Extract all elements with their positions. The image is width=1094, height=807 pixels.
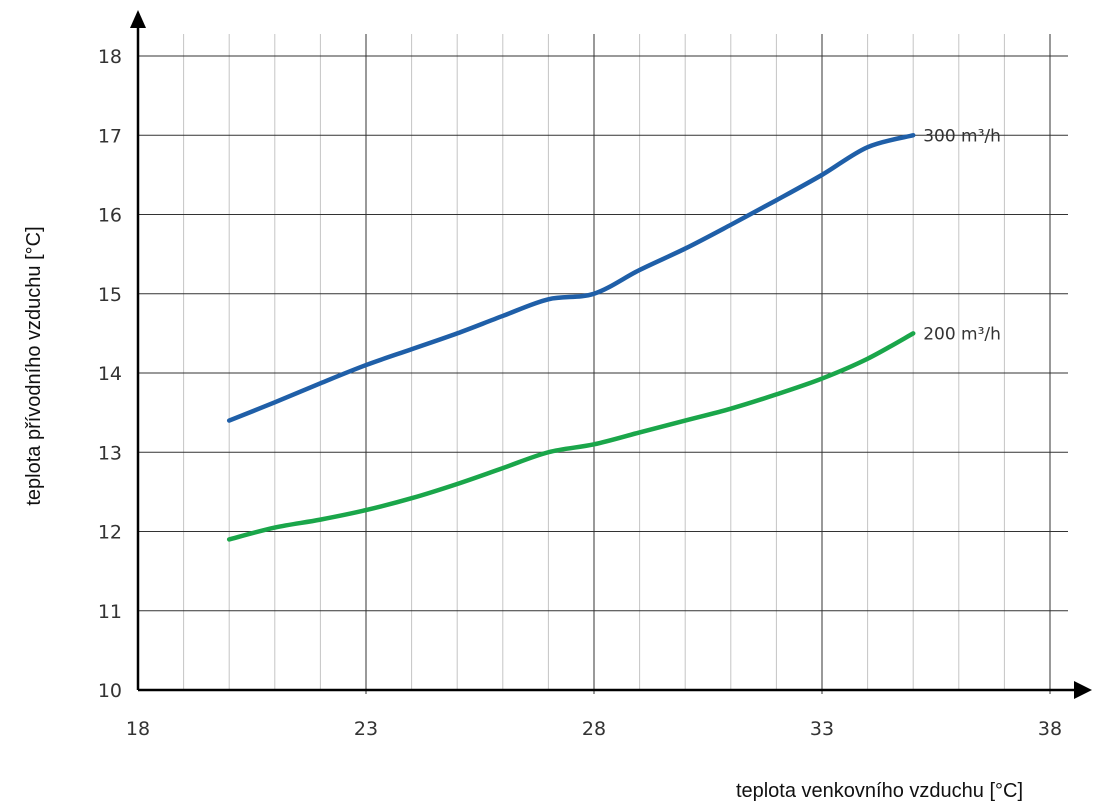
x-tick-label: 28 — [582, 718, 606, 740]
x-axis-title: teplota venkovního vzduchu [°C] — [736, 780, 1023, 802]
x-tick-label: 33 — [810, 718, 834, 740]
y-tick-label: 10 — [98, 680, 122, 702]
x-tick-label: 18 — [126, 718, 150, 740]
x-tick-label: 23 — [354, 718, 378, 740]
y-axis-arrow — [130, 10, 146, 28]
tick-labels: 18 23 28 33 38 10 11 12 13 14 15 16 17 18 — [98, 46, 1062, 740]
series-label-0: 300 m³/h — [923, 126, 1001, 146]
series-line-0 — [226, 133, 916, 423]
x-tick-label: 38 — [1038, 718, 1062, 740]
y-tick-label: 13 — [98, 442, 122, 464]
series-labels: 300 m³/h 200 m³/h — [923, 126, 1001, 344]
y-tick-label: 11 — [98, 601, 122, 623]
y-tick-label: 17 — [98, 125, 122, 147]
grid — [138, 34, 1068, 694]
y-tick-label: 15 — [98, 284, 122, 306]
series-lines — [226, 133, 916, 542]
series-label-1: 200 m³/h — [923, 324, 1001, 344]
y-tick-label: 18 — [98, 46, 122, 68]
y-tick-label: 12 — [98, 522, 122, 544]
series-line-1 — [226, 331, 916, 542]
y-axis-title: teplota přívodního vzduchu [°C] — [23, 226, 45, 505]
y-tick-label: 14 — [98, 363, 122, 385]
y-tick-label: 16 — [98, 205, 122, 227]
axes — [130, 10, 1092, 699]
x-axis-arrow — [1074, 681, 1092, 699]
